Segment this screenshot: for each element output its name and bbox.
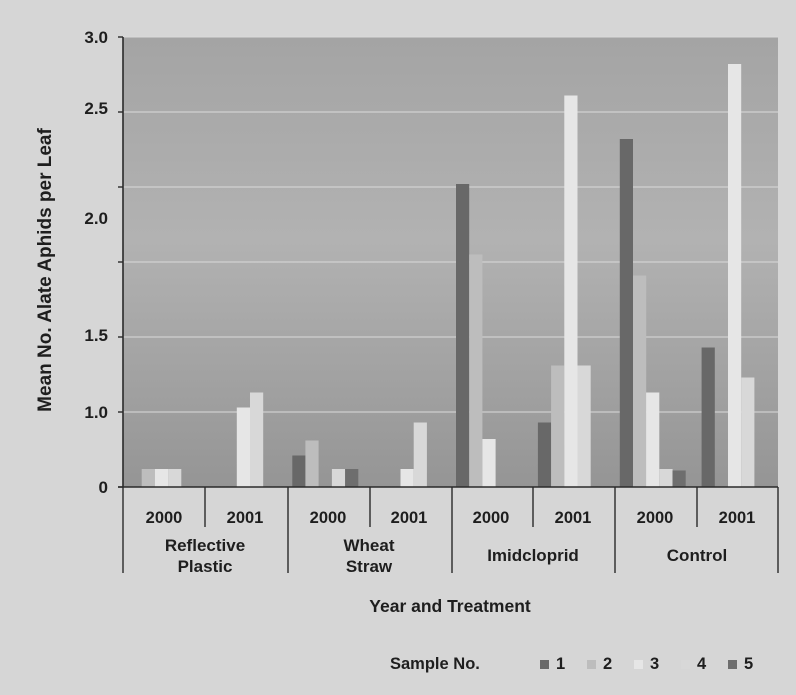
legend-swatch-3 <box>634 660 643 669</box>
legend-swatch-5 <box>728 660 737 669</box>
bar-group7-sample3 <box>646 392 660 487</box>
bar-group3-sample2 <box>305 440 319 487</box>
bar-group6-sample1 <box>537 422 552 487</box>
bar-group5-sample1 <box>456 184 470 487</box>
bar-group1-sample2 <box>141 469 155 487</box>
x-year-label: 2001 <box>391 509 428 527</box>
x-year-label: 2000 <box>310 509 347 527</box>
bar-group8-sample1 <box>701 347 715 487</box>
legend-label-4: 4 <box>697 655 707 673</box>
y-tick-label: 1.5 <box>84 326 108 345</box>
legend-label-3: 3 <box>650 655 659 673</box>
legend-label-5: 5 <box>744 655 753 673</box>
bars <box>141 64 755 487</box>
legend-swatch-1 <box>540 660 549 669</box>
bar-group3-sample1 <box>292 455 306 487</box>
bar-group2-sample3 <box>236 407 250 487</box>
bar-group3-sample4 <box>331 469 346 487</box>
y-axis-title: Mean No. Alate Aphids per Leaf <box>35 128 56 412</box>
treatment-label-reflective-plastic: Plastic <box>178 557 233 576</box>
legend-swatch-4 <box>681 660 690 669</box>
bar-group2-sample4 <box>250 392 264 487</box>
y-tick-label: 0 <box>99 478 108 497</box>
bar-group6-sample4 <box>577 365 591 487</box>
bar-group7-sample2 <box>633 275 647 487</box>
x-axis-title: Year and Treatment <box>369 596 531 616</box>
legend-title: Sample No. <box>390 655 480 673</box>
x-year-label: 2000 <box>473 509 510 527</box>
bar-group6-sample2 <box>551 365 565 487</box>
legend-label-1: 1 <box>556 655 565 673</box>
treatment-label-control: Control <box>667 546 727 565</box>
x-year-label: 2000 <box>146 509 183 527</box>
bar-group4-sample4 <box>413 422 427 487</box>
bar-group7-sample4 <box>659 469 673 487</box>
bar-group8-sample4 <box>741 377 755 487</box>
bar-group5-sample3 <box>482 439 496 487</box>
legend-label-2: 2 <box>603 655 612 673</box>
bar-group5-sample2 <box>469 254 483 487</box>
y-tick-label: 2.0 <box>84 209 108 228</box>
treatment-label-imidcloprid: Imidcloprid <box>487 546 579 565</box>
treatment-label-reflective-plastic: Reflective <box>165 536 245 555</box>
x-year-label: 2001 <box>719 509 756 527</box>
y-tick-label: 3.0 <box>84 28 108 47</box>
treatment-label-wheat-straw: Wheat <box>344 536 395 555</box>
x-year-label: 2001 <box>227 509 264 527</box>
legend-swatch-2 <box>587 660 596 669</box>
legend: Sample No. 1 2 3 4 5 <box>390 655 753 673</box>
bar-group1-sample4 <box>168 469 182 487</box>
bar-group8-sample3 <box>728 64 742 487</box>
bar-group1-sample3 <box>154 469 169 487</box>
treatment-label-wheat-straw: Straw <box>346 557 393 576</box>
x-year-label: 2000 <box>637 509 674 527</box>
bar-group4-sample3 <box>400 469 414 487</box>
bar-group7-sample1 <box>619 139 633 487</box>
gridlines <box>118 36 778 488</box>
y-tick-label: 1.0 <box>84 403 108 422</box>
y-tick-label: 2.5 <box>84 99 108 118</box>
bar-group6-sample3 <box>564 95 578 487</box>
bar-group3-sample5 <box>345 469 359 487</box>
x-year-label: 2001 <box>555 509 592 527</box>
bar-group7-sample5 <box>672 470 686 487</box>
